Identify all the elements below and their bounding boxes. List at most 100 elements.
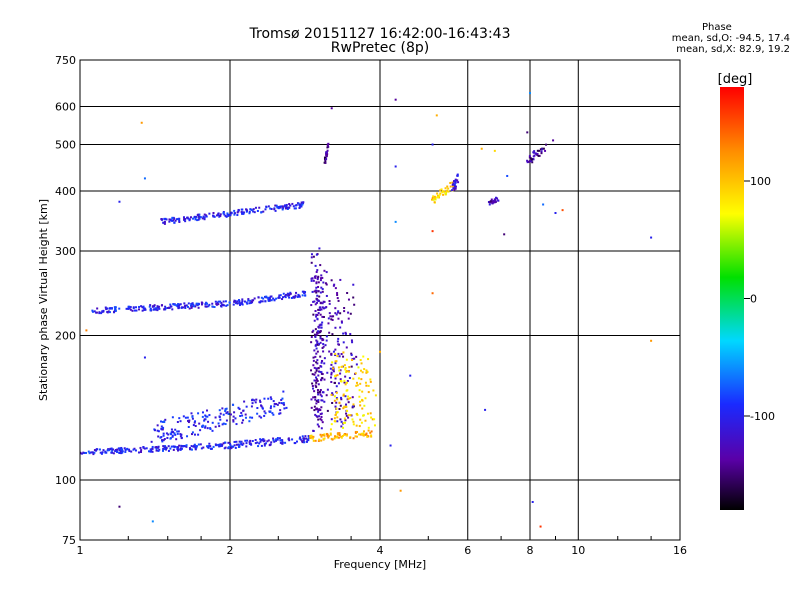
data-point bbox=[233, 209, 236, 212]
data-point bbox=[249, 208, 252, 211]
data-point bbox=[169, 305, 172, 308]
data-point bbox=[336, 340, 339, 343]
data-point bbox=[228, 301, 231, 304]
data-point bbox=[489, 200, 492, 203]
data-point bbox=[180, 436, 183, 439]
data-point bbox=[338, 407, 341, 410]
data-point bbox=[320, 427, 323, 430]
data-point bbox=[269, 407, 272, 410]
data-point bbox=[331, 393, 334, 396]
data-point bbox=[221, 423, 224, 426]
data-point bbox=[355, 363, 358, 366]
data-point bbox=[367, 391, 370, 394]
data-point bbox=[312, 356, 315, 359]
data-point bbox=[356, 384, 359, 387]
data-point bbox=[183, 219, 186, 222]
data-point bbox=[143, 177, 146, 180]
data-point bbox=[362, 434, 365, 437]
data-point bbox=[456, 174, 459, 177]
data-point bbox=[313, 333, 316, 336]
data-point bbox=[335, 313, 338, 316]
data-point bbox=[301, 290, 304, 293]
data-point bbox=[226, 212, 229, 215]
data-point bbox=[394, 165, 397, 168]
data-point bbox=[336, 355, 339, 358]
data-point bbox=[227, 441, 230, 444]
data-point bbox=[270, 441, 273, 444]
data-point bbox=[344, 332, 347, 335]
data-point bbox=[343, 417, 346, 420]
data-point bbox=[180, 445, 183, 448]
colorbar-gradient bbox=[720, 87, 744, 510]
data-point bbox=[255, 398, 258, 401]
data-point bbox=[336, 416, 339, 419]
data-point bbox=[490, 198, 493, 201]
data-point bbox=[250, 301, 253, 304]
y-tick-label: 400 bbox=[55, 185, 76, 198]
data-point bbox=[184, 220, 187, 223]
data-point bbox=[337, 310, 340, 313]
data-point bbox=[224, 441, 227, 444]
data-point bbox=[339, 418, 342, 421]
data-point bbox=[344, 375, 347, 378]
data-point bbox=[313, 409, 316, 412]
data-point bbox=[327, 436, 330, 439]
data-point bbox=[164, 307, 167, 310]
data-point bbox=[186, 216, 189, 219]
x-tick-label: 2 bbox=[227, 544, 234, 557]
data-point bbox=[358, 395, 361, 398]
data-point bbox=[222, 212, 225, 215]
data-point bbox=[172, 431, 175, 434]
data-point bbox=[539, 525, 542, 528]
data-point bbox=[91, 309, 94, 312]
data-point bbox=[321, 347, 324, 350]
data-point bbox=[226, 411, 229, 414]
data-point bbox=[246, 439, 249, 442]
data-point bbox=[320, 399, 323, 402]
data-point bbox=[281, 298, 284, 301]
data-point bbox=[260, 416, 263, 419]
data-point bbox=[358, 425, 361, 428]
data-point bbox=[227, 446, 230, 449]
data-point bbox=[334, 360, 337, 363]
data-point bbox=[316, 301, 319, 304]
data-point bbox=[269, 207, 272, 210]
data-point bbox=[328, 435, 331, 438]
data-point bbox=[207, 305, 210, 308]
data-point bbox=[431, 198, 434, 201]
data-point bbox=[449, 181, 452, 184]
data-point bbox=[219, 444, 222, 447]
data-point bbox=[320, 323, 323, 326]
data-point bbox=[207, 420, 210, 423]
data-point bbox=[360, 378, 363, 381]
data-point bbox=[289, 291, 292, 294]
data-point bbox=[233, 440, 236, 443]
data-point bbox=[337, 436, 340, 439]
colorbar-tick-label: 0 bbox=[750, 293, 757, 306]
data-point bbox=[328, 331, 331, 334]
data-point bbox=[341, 435, 344, 438]
data-point bbox=[333, 395, 336, 398]
data-point bbox=[323, 269, 326, 272]
data-point bbox=[312, 439, 315, 442]
data-point bbox=[260, 405, 263, 408]
data-point bbox=[285, 203, 288, 206]
data-point bbox=[170, 431, 173, 434]
data-point bbox=[325, 294, 328, 297]
data-point bbox=[230, 445, 233, 448]
data-point bbox=[235, 440, 238, 443]
y-tick-label: 200 bbox=[55, 330, 76, 343]
data-point bbox=[163, 222, 166, 225]
data-point bbox=[272, 413, 275, 416]
data-point bbox=[162, 221, 165, 224]
data-point bbox=[536, 152, 539, 155]
data-point bbox=[231, 445, 234, 448]
data-point bbox=[317, 425, 320, 428]
data-point bbox=[496, 197, 499, 200]
data-point bbox=[352, 377, 355, 380]
data-point bbox=[279, 409, 282, 412]
data-point bbox=[316, 362, 319, 365]
data-point bbox=[456, 173, 459, 176]
data-point bbox=[329, 367, 332, 370]
data-point bbox=[204, 414, 207, 417]
